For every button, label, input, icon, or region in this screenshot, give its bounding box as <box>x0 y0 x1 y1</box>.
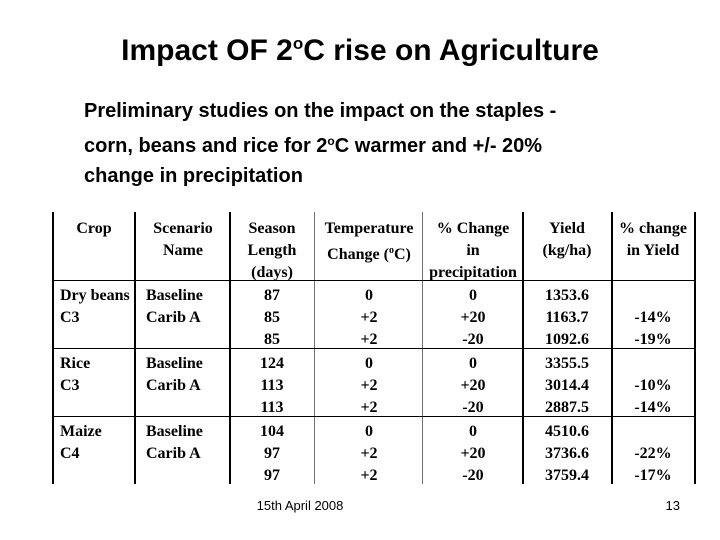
header-text-part: C) <box>393 246 411 263</box>
degree-symbol: o <box>292 34 304 53</box>
yield-cell: 1092.6 <box>545 331 589 348</box>
precipitation-cell: 0 <box>469 287 477 304</box>
header-crop: Crop <box>56 218 132 240</box>
table-row-divider <box>52 416 696 417</box>
slide-title: Impact OF 2oC rise on Agriculture <box>0 34 720 68</box>
scenario-name: Carib A <box>146 445 201 462</box>
degree-symbol: o <box>327 134 335 148</box>
header-text: Temperature <box>324 220 414 237</box>
header-text: precipitation <box>429 264 517 281</box>
header-scenario: Scenario Name <box>138 218 228 262</box>
header-text: in Yield <box>626 242 680 259</box>
precipitation-cell: -20 <box>462 331 484 348</box>
header-text-part: Change ( <box>327 246 389 263</box>
header-text: Length <box>247 242 297 259</box>
header-text: Scenario <box>153 220 213 237</box>
season-length-cell: 85 <box>264 331 280 348</box>
subtitle-text: C warmer and +/- 20% <box>334 135 543 157</box>
temperature-cell: 0 <box>365 355 373 372</box>
precipitation-cell: +20 <box>460 377 486 394</box>
subtitle-line: Preliminary studies on the impact on the… <box>84 100 557 122</box>
season-length-cell: 85 <box>264 309 280 326</box>
temperature-cell: +2 <box>360 445 378 462</box>
crop-name: Dry beans <box>60 287 130 304</box>
temperature-cell: +2 <box>360 399 378 416</box>
temperature-cell: 0 <box>365 287 373 304</box>
header-text: Yield <box>549 220 585 237</box>
yield-cell: 2887.5 <box>545 399 589 416</box>
yield-cell: 3736.6 <box>545 445 589 462</box>
header-yield: Yield (kg/ha) <box>524 218 610 262</box>
season-length-cell: 104 <box>260 423 284 440</box>
yield-cell: 1163.7 <box>545 309 589 326</box>
header-season-length: Season Length (days) <box>232 218 312 284</box>
scenario-name: Carib A <box>146 377 201 394</box>
temperature-cell: +2 <box>360 331 378 348</box>
crop-pathway: C3 <box>60 377 80 394</box>
table-row-divider <box>52 348 696 349</box>
precipitation-cell: 0 <box>469 355 477 372</box>
header-text: Season <box>248 220 296 237</box>
header-text: (days) <box>251 264 293 281</box>
yield-change-cell: -22% <box>634 445 672 462</box>
header-temperature-change: Temperature Change (oC) <box>316 218 422 266</box>
slide-subtitle: Preliminary studies on the impact on the… <box>84 96 684 191</box>
temperature-cell: 0 <box>365 423 373 440</box>
yield-change-cell: -14% <box>634 399 672 416</box>
header-text: % Change <box>436 220 510 237</box>
header-text: in <box>466 242 480 259</box>
degree-symbol: o <box>388 245 394 256</box>
yield-cell: 3014.4 <box>545 377 589 394</box>
crop-pathway: C3 <box>60 309 80 326</box>
precipitation-cell: 0 <box>469 423 477 440</box>
header-precipitation-change: % Change in precipitation <box>424 218 522 284</box>
precipitation-cell: +20 <box>460 445 486 462</box>
table-row-divider <box>52 280 696 281</box>
yield-cell: 3759.4 <box>545 467 589 484</box>
scenario-name: Carib A <box>146 309 201 326</box>
crop-name: Maize <box>60 423 102 440</box>
subtitle-line: corn, beans and rice for 2oC warmer and … <box>84 126 684 161</box>
yield-change-cell: -17% <box>634 467 672 484</box>
season-length-cell: 113 <box>260 377 284 394</box>
slide-title-text-end: C rise on Agriculture <box>303 34 599 67</box>
header-text: Change (oC) <box>316 240 422 266</box>
header-text: (kg/ha) <box>542 242 592 259</box>
subtitle-text: corn, beans and rice for 2 <box>84 135 328 157</box>
header-text: Name <box>163 242 203 259</box>
header-text: % change <box>619 220 687 237</box>
yield-table: Crop Scenario Name Season Length (days) … <box>52 212 696 484</box>
subtitle-line: change in precipitation <box>84 165 303 187</box>
temperature-cell: +2 <box>360 377 378 394</box>
crop-name: Rice <box>60 355 91 372</box>
precipitation-cell: +20 <box>460 309 486 326</box>
temperature-cell: +2 <box>360 309 378 326</box>
scenario-name: Baseline <box>146 423 203 440</box>
season-length-cell: 124 <box>260 355 284 372</box>
temperature-cell: +2 <box>360 467 378 484</box>
season-length-cell: 97 <box>264 467 280 484</box>
precipitation-cell: -20 <box>462 399 484 416</box>
footer-date: 15th April 2008 <box>256 498 344 513</box>
yield-change-cell: -14% <box>634 309 672 326</box>
header-text: Crop <box>76 220 112 237</box>
header-yield-change: % change in Yield <box>613 218 693 262</box>
crop-pathway: C4 <box>60 445 80 462</box>
page-number: 13 <box>665 498 680 513</box>
precipitation-cell: -20 <box>462 467 484 484</box>
yield-change-cell: -10% <box>634 377 672 394</box>
yield-cell: 3355.5 <box>545 355 589 372</box>
scenario-name: Baseline <box>146 287 203 304</box>
yield-cell: 4510.6 <box>545 423 589 440</box>
yield-cell: 1353.6 <box>545 287 589 304</box>
season-length-cell: 87 <box>264 287 280 304</box>
season-length-cell: 113 <box>260 399 284 416</box>
season-length-cell: 97 <box>264 445 280 462</box>
slide-title-text: Impact OF 2 <box>121 34 293 67</box>
yield-change-cell: -19% <box>634 331 672 348</box>
scenario-name: Baseline <box>146 355 203 372</box>
